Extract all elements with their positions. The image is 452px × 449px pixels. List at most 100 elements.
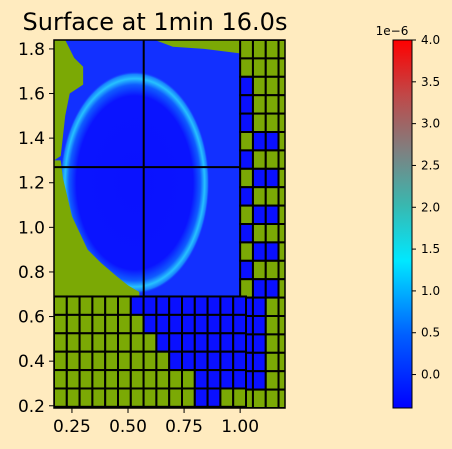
coarse-cell: [232, 332, 247, 353]
coarse-cell: [117, 350, 132, 372]
coarse-cell: [239, 278, 254, 299]
coarse-cell: [78, 369, 94, 390]
coarse-cell: [239, 57, 254, 78]
coarse-cell: [251, 112, 267, 133]
coarse-cell: [104, 369, 119, 390]
coarse-cell: [251, 186, 267, 207]
coarse-cell: [251, 223, 267, 244]
coarse-cell: [264, 407, 280, 408]
coarse-cell: [206, 295, 222, 316]
chart-title: Surface at 1min 16.0s: [23, 8, 288, 36]
coarse-cell: [251, 315, 267, 336]
coarse-cell: [251, 204, 267, 226]
coarse-cell: [206, 369, 222, 390]
coarse-cell: [232, 369, 247, 390]
coarse-cell: [129, 313, 145, 335]
y-tick-label: 0.8: [18, 263, 45, 283]
coarse-cell: [219, 332, 235, 353]
coarse-cell: [155, 332, 171, 353]
coarse-cell: [104, 350, 119, 372]
coarse-cell: [239, 112, 254, 133]
colorbar-tick-label: 1.0: [421, 284, 440, 298]
coarse-cell: [78, 350, 94, 372]
coarse-cell: [219, 369, 235, 390]
colorbar: 1e−6 0.0 0.5 1.0 1.5 2.0 2.5 3.0 3.5 4.0: [376, 24, 440, 409]
coarse-cell: [239, 40, 254, 60]
coarse-cell: [219, 295, 235, 316]
coarse-cell: [91, 369, 107, 390]
coarse-cell: [264, 57, 280, 78]
coarse-cell: [181, 313, 196, 335]
coarse-cell: [264, 204, 280, 226]
coarse-cell: [181, 295, 196, 316]
coarse-cell: [264, 241, 280, 262]
colorbar-tick-label: 0.5: [421, 326, 440, 340]
coarse-cell: [142, 387, 158, 408]
coarse-cell: [264, 259, 280, 281]
coarse-cell: [129, 295, 145, 316]
y-tick-label: 1.2: [18, 174, 45, 194]
coarse-cell: [206, 332, 222, 353]
colorbar-offset-label: 1e−6: [376, 24, 409, 38]
coarse-cell: [117, 369, 132, 390]
coarse-cell: [155, 350, 171, 372]
coarse-cell: [232, 350, 247, 372]
coarse-cell: [251, 333, 267, 354]
coarse-cell: [54, 387, 68, 408]
colorbar-tick-label: 2.5: [421, 158, 440, 172]
coarse-cell: [129, 332, 145, 353]
x-tick-label: 0.25: [53, 417, 91, 437]
coarse-cell: [277, 407, 285, 408]
coarse-cell: [264, 333, 280, 354]
coarse-cell: [264, 296, 280, 318]
coarse-cell: [251, 351, 267, 373]
coarse-cell: [264, 388, 280, 408]
coarse-cell: [142, 295, 158, 316]
colorbar-tick-label: 4.0: [421, 33, 440, 47]
coarse-cell: [78, 313, 94, 335]
coarse-cell: [239, 186, 254, 207]
coarse-cell: [91, 295, 107, 316]
coarse-cell: [251, 259, 267, 281]
coarse-cell: [251, 75, 267, 97]
coarse-cell: [78, 332, 94, 353]
coarse-cell: [168, 295, 183, 316]
coarse-cell: [91, 350, 107, 372]
coarse-cell: [206, 405, 222, 408]
coarse-cell: [193, 369, 209, 390]
coarse-cell: [264, 167, 280, 189]
coarse-cell: [155, 313, 171, 335]
dry-region-lower-left: [54, 160, 140, 297]
coarse-cell: [65, 387, 81, 408]
coarse-cell: [264, 278, 280, 299]
coarse-cell: [117, 313, 132, 335]
plot-frame: [53, 39, 286, 409]
y-tick-label: 0.6: [18, 308, 45, 328]
coarse-cell: [168, 369, 183, 390]
colorbar-tick-label: 0.0: [421, 368, 440, 382]
coarse-cell: [104, 295, 119, 316]
plot-area: [53, 39, 286, 409]
coarse-cell: [54, 332, 68, 353]
coarse-cell: [155, 369, 171, 390]
y-tick-label: 1.6: [18, 85, 45, 105]
coarse-cell: [251, 278, 267, 299]
coarse-cell: [168, 332, 183, 353]
coarse-cell: [239, 241, 254, 262]
coarse-cell: [239, 259, 254, 281]
wave-ring: [60, 71, 210, 295]
colorbar-tick-label: 2.0: [421, 200, 440, 214]
coarse-cell: [219, 313, 235, 335]
coarse-cell: [142, 350, 158, 372]
coarse-cell: [78, 295, 94, 316]
coarse-cell: [129, 387, 145, 408]
coarse-cell: [264, 112, 280, 133]
x-tick-label: 1.00: [221, 417, 259, 437]
coarse-cell: [251, 388, 267, 408]
coarse-cell: [193, 332, 209, 353]
coarse-cell: [264, 131, 280, 152]
coarse-cell: [168, 387, 183, 408]
coarse-cell: [251, 149, 267, 170]
coarse-cell: [117, 332, 132, 353]
coarse-cell: [168, 313, 183, 335]
